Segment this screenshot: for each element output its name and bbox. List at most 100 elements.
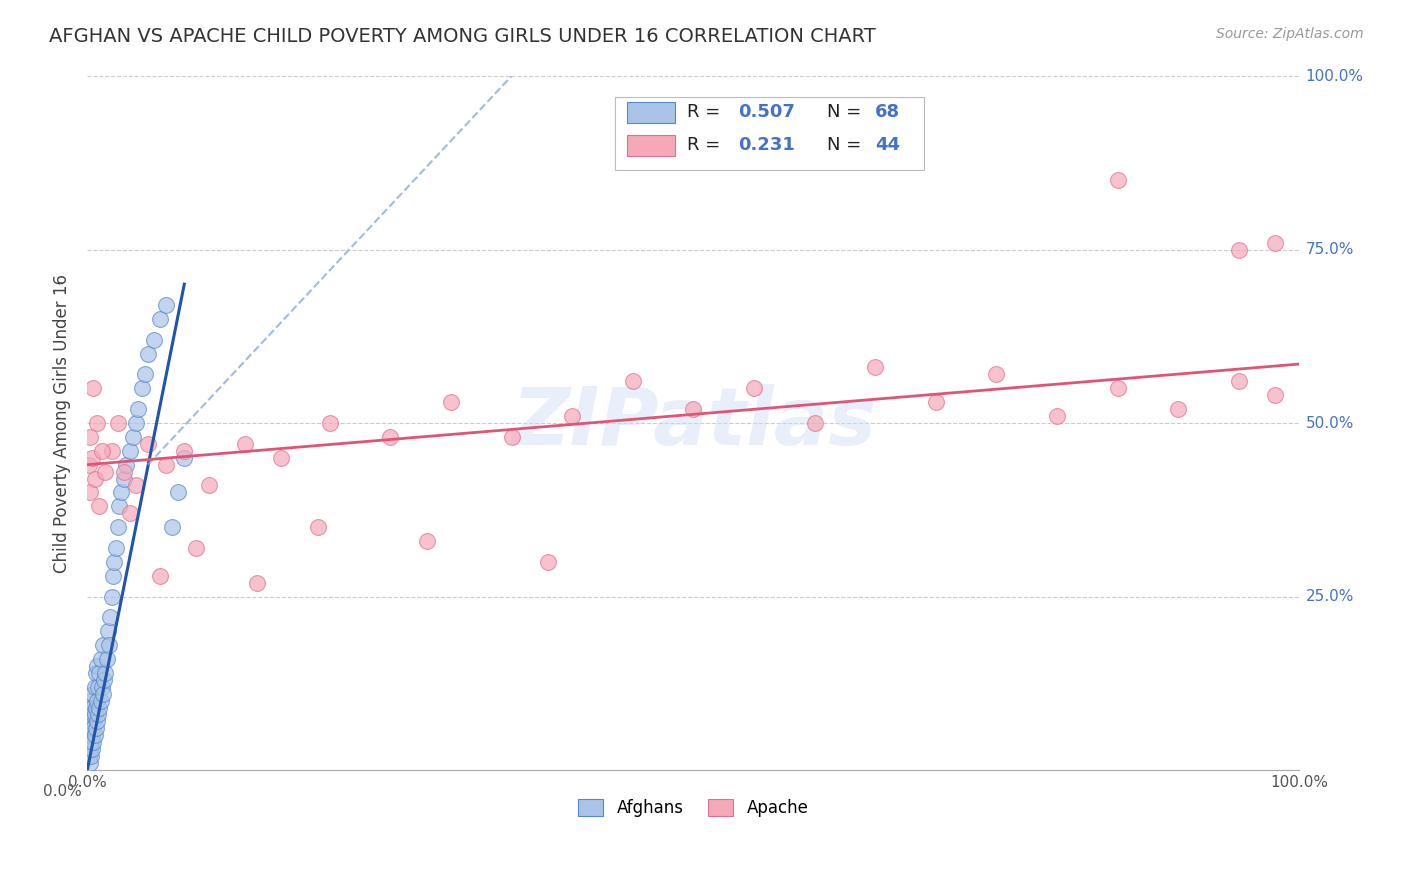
Point	[742, 381, 765, 395]
Point	[173, 443, 195, 458]
Point	[82, 450, 104, 465]
Text: 0.231: 0.231	[738, 136, 796, 154]
Point	[1264, 235, 1286, 250]
Point	[80, 735, 103, 749]
Point	[136, 437, 159, 451]
FancyBboxPatch shape	[614, 97, 924, 169]
Point	[155, 298, 177, 312]
Point	[682, 402, 704, 417]
Point	[94, 665, 117, 680]
Point	[83, 680, 105, 694]
Point	[82, 381, 104, 395]
Point	[86, 714, 108, 729]
Point	[91, 687, 114, 701]
Point	[86, 693, 108, 707]
Point	[233, 437, 256, 451]
Point	[90, 652, 112, 666]
Point	[197, 478, 219, 492]
Point	[89, 700, 111, 714]
Point	[107, 520, 129, 534]
Text: R =: R =	[688, 103, 720, 121]
Point	[1107, 173, 1129, 187]
Point	[925, 395, 948, 409]
Point	[82, 742, 104, 756]
Point	[82, 700, 104, 714]
Point	[149, 312, 172, 326]
Text: 68: 68	[875, 103, 900, 121]
Point	[90, 680, 112, 694]
Point	[160, 520, 183, 534]
Point	[80, 707, 103, 722]
Point	[77, 735, 100, 749]
Point	[186, 541, 208, 555]
Point	[96, 652, 118, 666]
Point	[307, 520, 329, 534]
Point	[83, 728, 105, 742]
Point	[82, 728, 104, 742]
Point	[986, 368, 1008, 382]
Text: AFGHAN VS APACHE CHILD POVERTY AMONG GIRLS UNDER 16 CORRELATION CHART: AFGHAN VS APACHE CHILD POVERTY AMONG GIR…	[49, 27, 876, 45]
Point	[80, 693, 103, 707]
Point	[79, 430, 101, 444]
Point	[91, 638, 114, 652]
Point	[1046, 409, 1069, 423]
Text: 100.0%: 100.0%	[1306, 69, 1364, 84]
Point	[87, 707, 110, 722]
Y-axis label: Child Poverty Among Girls Under 16: Child Poverty Among Girls Under 16	[53, 274, 72, 573]
Point	[83, 707, 105, 722]
Text: R =: R =	[688, 136, 720, 154]
Point	[621, 375, 644, 389]
Point	[143, 333, 166, 347]
Point	[863, 360, 886, 375]
Point	[79, 700, 101, 714]
Point	[131, 381, 153, 395]
Point	[86, 416, 108, 430]
Point	[77, 749, 100, 764]
Point	[118, 443, 141, 458]
Point	[440, 395, 463, 409]
Point	[89, 500, 111, 514]
Text: N =: N =	[827, 103, 860, 121]
Point	[115, 458, 138, 472]
Point	[112, 465, 135, 479]
Text: N =: N =	[827, 136, 860, 154]
Point	[86, 659, 108, 673]
Point	[82, 707, 104, 722]
Point	[105, 541, 128, 555]
Point	[79, 742, 101, 756]
Point	[118, 506, 141, 520]
Text: ZIPatlas: ZIPatlas	[510, 384, 876, 462]
Point	[90, 693, 112, 707]
Point	[80, 722, 103, 736]
Point	[167, 485, 190, 500]
Point	[149, 568, 172, 582]
Point	[1107, 381, 1129, 395]
Point	[108, 500, 131, 514]
Point	[110, 485, 132, 500]
Point	[501, 430, 523, 444]
Point	[97, 624, 120, 639]
Point	[82, 714, 104, 729]
Text: Source: ZipAtlas.com: Source: ZipAtlas.com	[1216, 27, 1364, 41]
Point	[125, 416, 148, 430]
Text: 50.0%: 50.0%	[1306, 416, 1354, 431]
Point	[77, 722, 100, 736]
Text: 0.507: 0.507	[738, 103, 796, 121]
Point	[803, 416, 825, 430]
Point	[270, 450, 292, 465]
Point	[537, 555, 560, 569]
Point	[1264, 388, 1286, 402]
Legend: Afghans, Apache: Afghans, Apache	[571, 793, 815, 824]
Text: 0.0%: 0.0%	[42, 784, 82, 799]
Point	[155, 458, 177, 472]
Point	[94, 465, 117, 479]
Text: 75.0%: 75.0%	[1306, 242, 1354, 257]
Point	[82, 722, 104, 736]
Point	[89, 665, 111, 680]
Point	[77, 458, 100, 472]
Point	[98, 610, 121, 624]
Point	[101, 568, 124, 582]
Point	[79, 728, 101, 742]
Point	[246, 575, 269, 590]
Point	[127, 402, 149, 417]
